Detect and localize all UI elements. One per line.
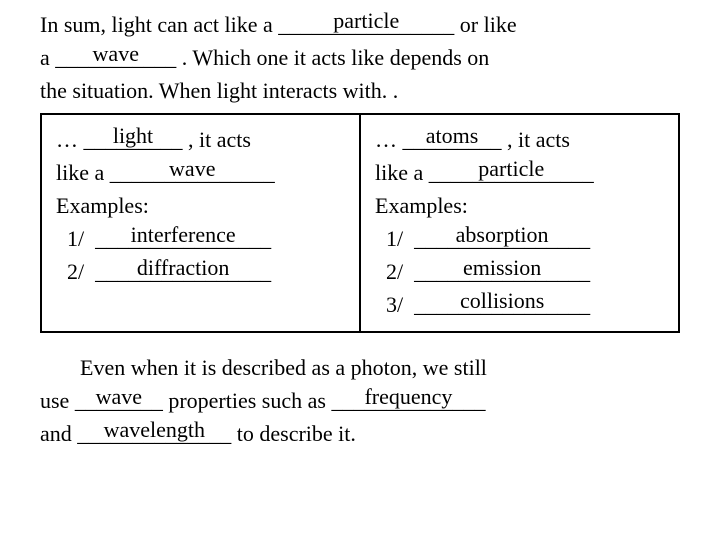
blank-with-atoms-fill: atoms <box>403 119 502 152</box>
blank-frequency: frequency______________ <box>331 384 485 417</box>
blank-collisions-fill: collisions <box>414 284 590 317</box>
blank-frequency-fill: frequency <box>331 380 485 413</box>
right-ex1-prefix: 1/ <box>375 226 414 251</box>
blank-particle: particle________________ <box>278 8 454 41</box>
blank-like-wave: wave_______________ <box>110 156 275 189</box>
blank-interference-fill: interference <box>95 218 271 251</box>
intro-paragraph: In sum, light can act like a particle___… <box>40 8 680 107</box>
intro-text-4: . Which one it acts like depends on <box>176 45 489 70</box>
blank-emission-fill: emission <box>414 251 590 284</box>
left-after-with: , it acts <box>183 127 251 152</box>
blank-diffraction-fill: diffraction <box>95 251 271 284</box>
closing-and-prefix: and <box>40 421 77 446</box>
intro-text-1: In sum, light can act like a <box>40 12 278 37</box>
closing-paragraph: Even when it is described as a photon, w… <box>40 351 680 450</box>
left-box: … light_________ , it acts like a wave__… <box>40 113 361 333</box>
intro-text-5: the situation. When light interacts with… <box>40 78 398 103</box>
blank-use-wave-fill: wave <box>75 380 163 413</box>
right-line-2: like a particle_______________ <box>375 156 664 189</box>
right-ex3-prefix: 3/ <box>375 292 414 317</box>
blank-like-particle-fill: particle <box>429 152 594 185</box>
intro-text-3: a <box>40 45 55 70</box>
left-ellipsis: … <box>56 127 84 152</box>
intro-text-2: or like <box>454 12 516 37</box>
right-like-prefix: like a <box>375 160 429 185</box>
closing-use-prefix: use <box>40 388 75 413</box>
left-ex1-prefix: 1/ <box>56 226 95 251</box>
left-example-2: 2/ diffraction________________ <box>56 255 345 288</box>
closing-and-suffix: to describe it. <box>231 421 356 446</box>
blank-collisions: collisions________________ <box>414 288 590 321</box>
right-ex2-prefix: 2/ <box>375 259 414 284</box>
blank-particle-fill: particle <box>278 4 454 37</box>
blank-like-particle: particle_______________ <box>429 156 594 189</box>
right-example-3: 3/ collisions________________ <box>375 288 664 321</box>
worksheet-page: In sum, light can act like a particle___… <box>0 0 720 458</box>
blank-like-wave-fill: wave <box>110 152 275 185</box>
blank-with-light-fill: light <box>84 119 183 152</box>
blank-wavelength-fill: wavelength <box>77 413 231 446</box>
blank-absorption-fill: absorption <box>414 218 590 251</box>
right-ellipsis: … <box>375 127 403 152</box>
left-ex2-prefix: 2/ <box>56 259 95 284</box>
left-like-prefix: like a <box>56 160 110 185</box>
right-after-with: , it acts <box>502 127 570 152</box>
blank-wave-fill: wave <box>55 37 176 70</box>
closing-use-mid: properties such as <box>163 388 332 413</box>
closing-line-3: and wavelength______________ to describe… <box>40 417 650 450</box>
right-box: … atoms_________ , it acts like a partic… <box>361 113 680 333</box>
left-line-2: like a wave_______________ <box>56 156 345 189</box>
blank-wave: wave___________ <box>55 41 176 74</box>
blank-diffraction: diffraction________________ <box>95 255 271 288</box>
boxes-row: … light_________ , it acts like a wave__… <box>40 113 680 333</box>
blank-wavelength: wavelength______________ <box>77 417 231 450</box>
